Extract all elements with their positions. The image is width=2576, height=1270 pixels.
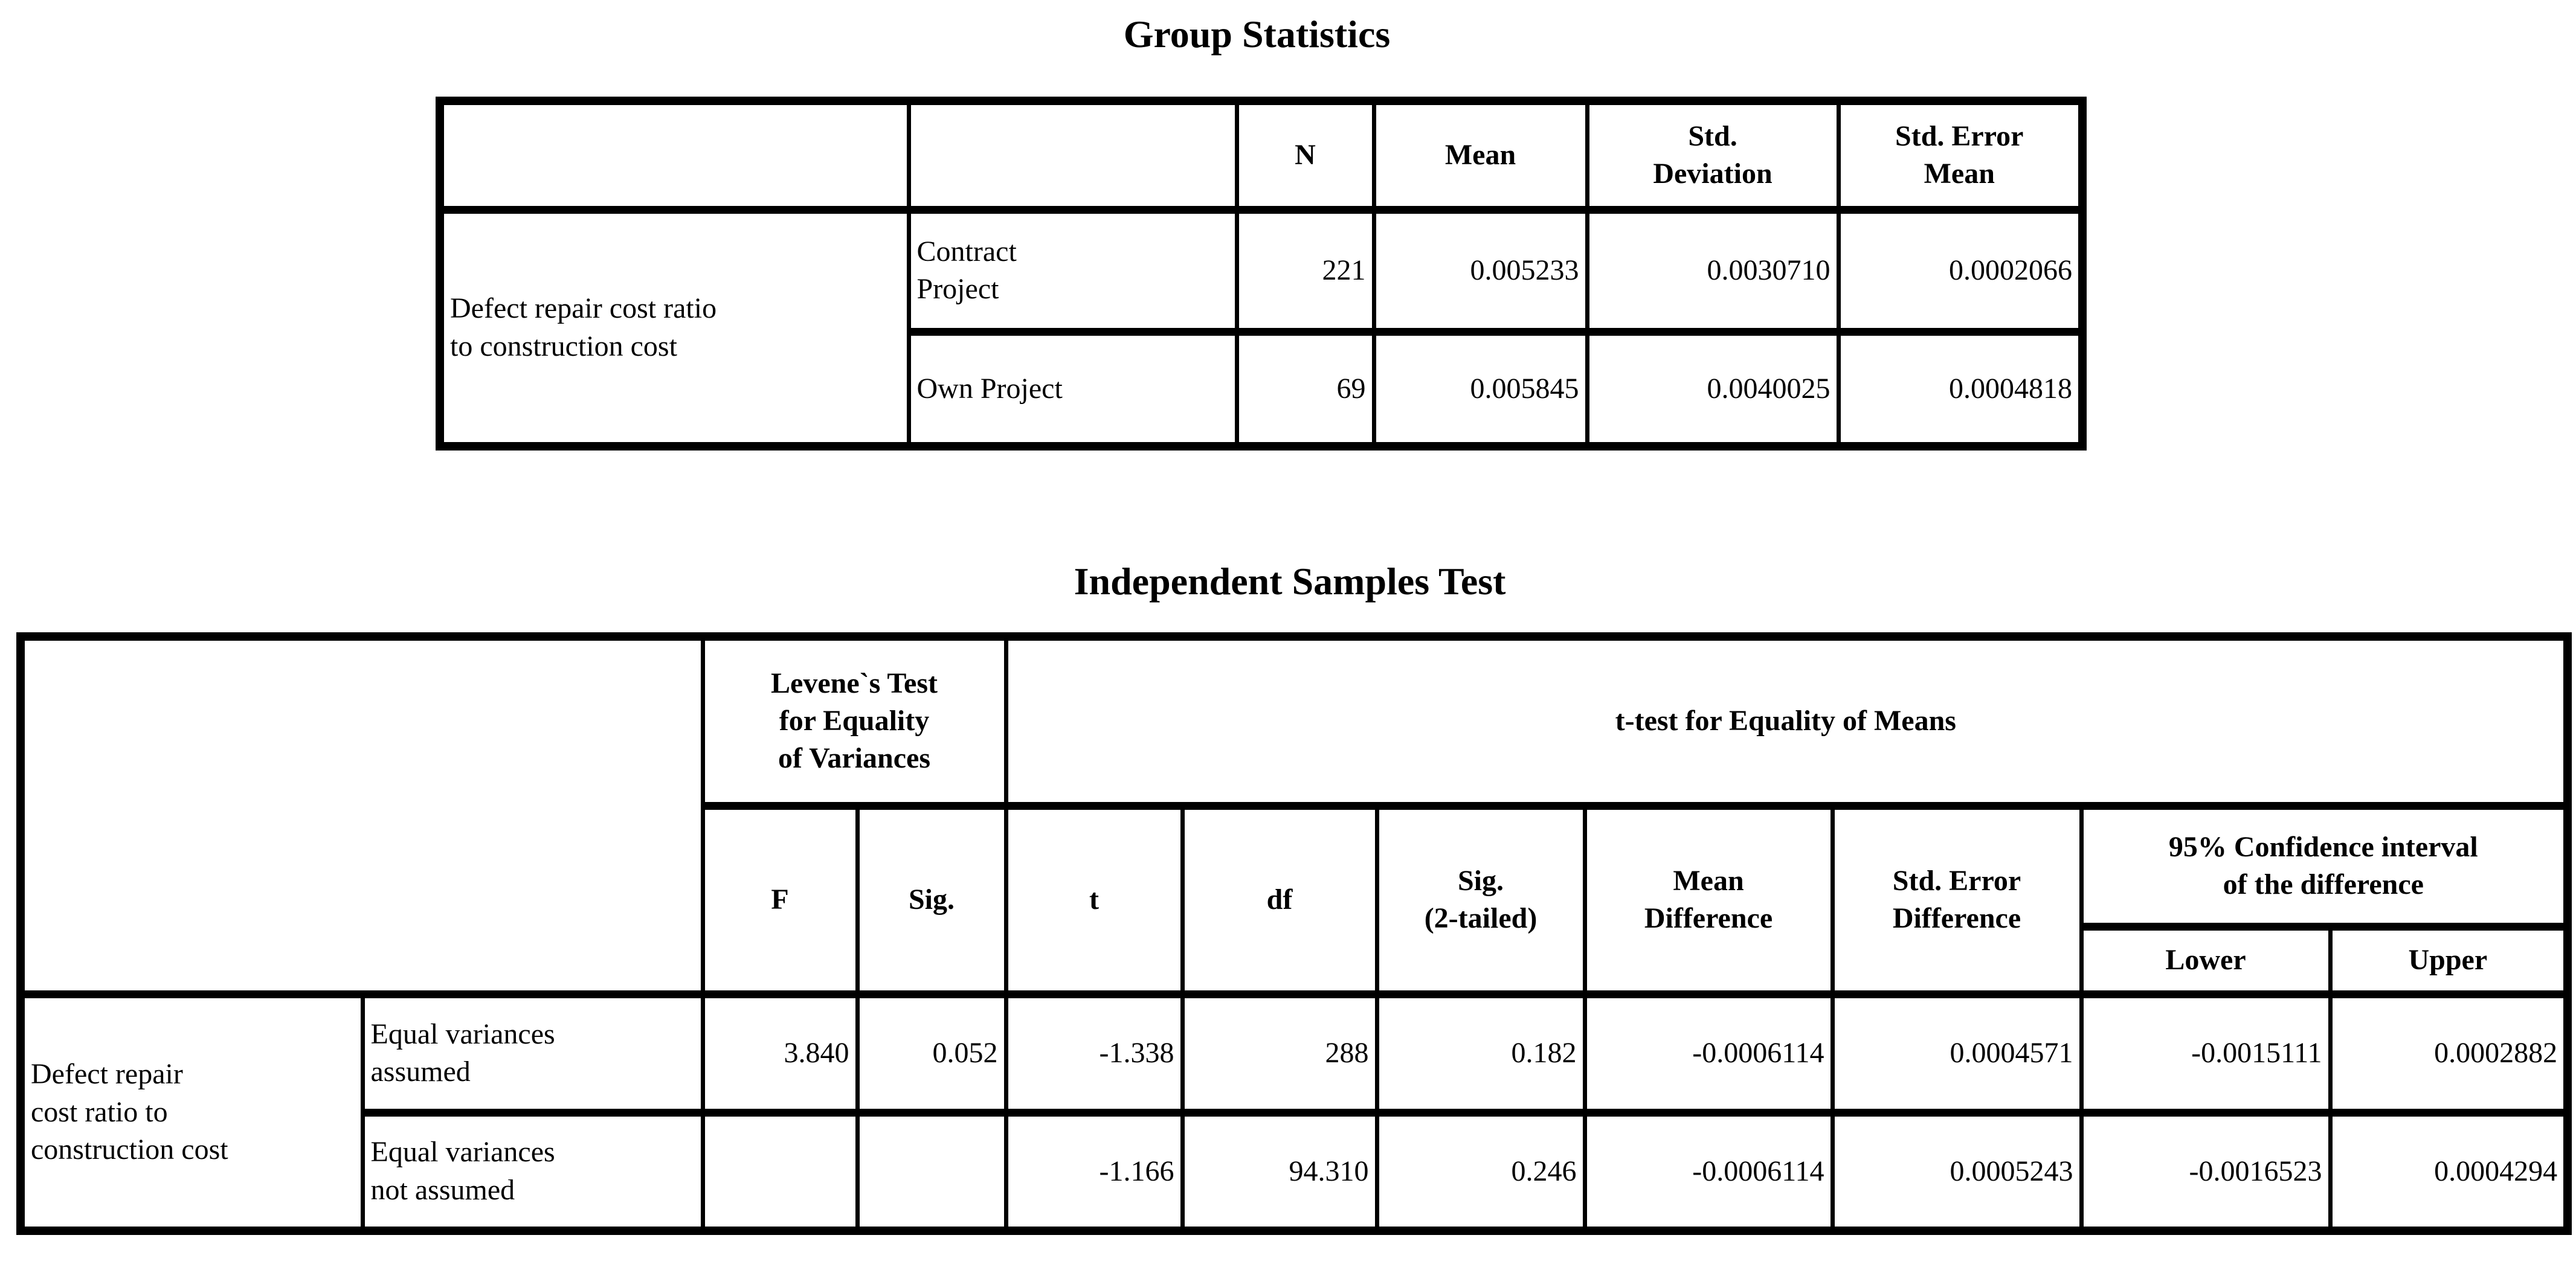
- cell-lower: -0.0015111: [2079, 990, 2333, 1117]
- column-header-std-error-difference: Std. Error Difference: [1830, 801, 2084, 998]
- independent-samples-test-table: Levene`s Test for Equality of Variances …: [16, 632, 2572, 1235]
- cell-upper: 0.0004294: [2328, 1108, 2570, 1235]
- ttest-header: t-test for Equality of Means: [1003, 632, 2570, 810]
- assumption-label-equal-variances-assumed: Equal variances assumed: [360, 990, 705, 1117]
- cell-mean: 0.005233: [1371, 205, 1589, 336]
- column-header-t: t: [1003, 801, 1185, 998]
- column-header-row: F Sig. t df Sig. (2-tailed) Mean Differe…: [21, 801, 2570, 998]
- column-header-upper: Upper: [2328, 922, 2570, 998]
- confidence-interval-header: 95% Confidence interval of the differenc…: [2079, 801, 2570, 931]
- column-header-n: N: [1234, 97, 1376, 214]
- cell-n: 221: [1234, 205, 1376, 336]
- empty-stub-header-cell: [437, 97, 911, 214]
- group-label-own-project: Own Project: [906, 327, 1239, 451]
- cell-std-error-mean: 0.0002066: [1836, 205, 2085, 336]
- table-row: Own Project 69 0.005845 0.0040025 0.0004…: [440, 327, 2085, 451]
- empty-stub-header-cell: [18, 632, 705, 998]
- column-header-mean-difference: Mean Difference: [1582, 801, 1835, 998]
- table-row: Defect repair cost ratio to construction…: [437, 205, 2085, 451]
- group-statistics-title: Group Statistics: [1123, 13, 1391, 56]
- column-header-mean: Mean: [1371, 97, 1589, 214]
- variable-row-label: Defect repair cost ratio to construction…: [437, 205, 911, 451]
- column-header-df: df: [1180, 801, 1379, 998]
- cell-std-deviation: 0.0040025: [1585, 327, 1841, 451]
- cell-upper: 0.0002882: [2328, 990, 2570, 1117]
- column-header-std-error-mean: Std. Error Mean: [1836, 97, 2085, 214]
- cell-lower: -0.0016523: [2079, 1108, 2333, 1235]
- cell-sig-2-tailed: 0.182: [1374, 990, 1587, 1117]
- cell-mean: 0.005845: [1371, 327, 1589, 451]
- cell-std-error-difference: 0.0004571: [1830, 990, 2084, 1117]
- column-header-lower: Lower: [2079, 922, 2333, 998]
- assumption-label-equal-variances-not-assumed: Equal variances not assumed: [360, 1108, 705, 1235]
- group-label-contract-project: Contract Project: [906, 205, 1239, 336]
- cell-f: 3.840: [700, 990, 860, 1117]
- header-row: N Mean Std. Deviation Std. Error Mean: [437, 97, 2085, 214]
- column-header-sig: Sig.: [855, 801, 1008, 998]
- lower-upper-header-row: Lower Upper: [21, 922, 2570, 998]
- table-row: Defect repair cost ratio to construction…: [18, 990, 2570, 1235]
- header-band-row: Levene`s Test for Equality of Variances …: [18, 632, 2570, 998]
- cell-t: -1.166: [1003, 1108, 1185, 1235]
- cell-df: 94.310: [1180, 1108, 1379, 1235]
- levene-test-header: Levene`s Test for Equality of Variances: [700, 632, 1008, 810]
- empty-group-header-cell: [906, 97, 1239, 214]
- column-header-std-deviation: Std. Deviation: [1585, 97, 1841, 214]
- cell-mean-difference: -0.0006114: [1582, 1108, 1835, 1235]
- column-header-sig-2-tailed: Sig. (2-tailed): [1374, 801, 1587, 998]
- cell-std-error-difference: 0.0005243: [1830, 1108, 2084, 1235]
- cell-t: -1.338: [1003, 990, 1185, 1117]
- cell-df: 288: [1180, 990, 1379, 1117]
- cell-std-deviation: 0.0030710: [1585, 205, 1841, 336]
- variable-row-label: Defect repair cost ratio to construction…: [18, 990, 365, 1235]
- group-statistics-table: N Mean Std. Deviation Std. Error Mean De…: [436, 97, 2087, 451]
- cell-mean-difference: -0.0006114: [1582, 990, 1835, 1117]
- cell-f: [700, 1108, 860, 1235]
- cell-sig: [855, 1108, 1008, 1235]
- table-row: Equal variances not assumed -1.166 94.31…: [21, 1108, 2570, 1235]
- column-header-f: F: [700, 801, 860, 998]
- independent-samples-test-title: Independent Samples Test: [1074, 560, 1506, 603]
- cell-n: 69: [1234, 327, 1376, 451]
- cell-std-error-mean: 0.0004818: [1836, 327, 2085, 451]
- cell-sig: 0.052: [855, 990, 1008, 1117]
- cell-sig-2-tailed: 0.246: [1374, 1108, 1587, 1235]
